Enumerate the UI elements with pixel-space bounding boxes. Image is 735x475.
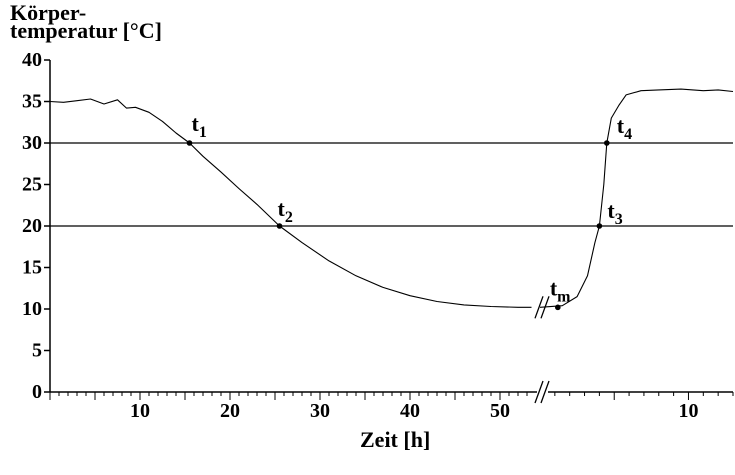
x-tick-label: 20 [220,400,240,422]
point-marker-t2 [276,223,283,229]
series-lines [49,88,734,308]
axis-break-marks [534,296,550,404]
axis-break-slash [540,380,550,404]
y-tick-label: 30 [22,132,42,154]
series-line-2 [539,88,734,308]
axis-break-slash [534,380,544,404]
point-marker-t4 [604,140,610,146]
point-marker-t3 [596,223,603,229]
y-tick-label: 25 [22,174,42,196]
axis-break-slash [540,296,550,319]
x-axis-ticks: 10 20 30 40 50 10 [49,392,734,422]
x-tick-label: 50 [490,400,510,422]
annotations: t1 t2 tm t3 t4 [186,111,632,311]
point-label-t3: t3 [607,198,622,228]
y-axis-title-line-1: Körper- [10,0,86,25]
axis-break-slash [534,296,544,319]
reference-lines [50,142,733,227]
x-tick-label: 10 [130,400,150,422]
y-tick-label: 35 [22,91,42,113]
y-tick-label: 0 [32,381,42,403]
y-tick-label: 40 [22,49,42,71]
point-label-t4: t4 [617,113,632,143]
point-label-t1: t1 [192,111,207,141]
x-tick-label: 10 [678,400,698,422]
point-label-tm: tm [550,275,571,305]
x-axis-title: Zeit [h] [360,427,430,452]
y-tick-label: 15 [22,257,42,279]
x-tick-label: 30 [310,400,330,422]
series-line-1 [49,98,532,308]
y-tick-label: 5 [32,340,42,362]
point-label-t2: t2 [278,196,293,226]
y-axis-title-line-2: temperatur [°C] [10,18,162,43]
point-marker-t1 [186,140,193,146]
y-tick-label: 10 [22,298,42,320]
x-tick-label: 40 [400,400,420,422]
y-axis-ticks: 0 5 10 15 20 25 30 35 40 [22,49,50,403]
y-tick-label: 20 [22,215,42,237]
point-marker-tm [555,304,561,311]
